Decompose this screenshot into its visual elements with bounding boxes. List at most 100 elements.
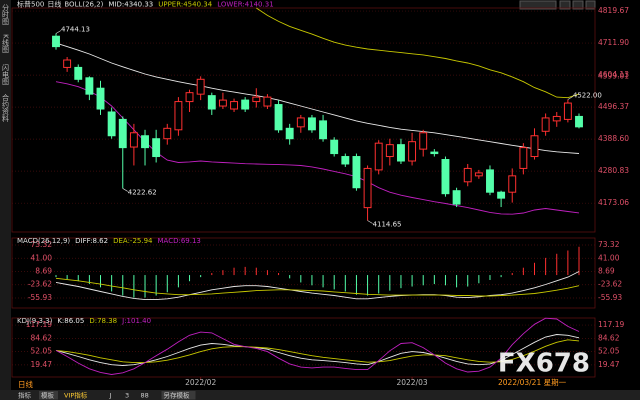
legend-entry: LOWER:4140.31 xyxy=(217,1,273,9)
y-tick-label-left: -55.93 xyxy=(28,293,52,302)
annotation: 4744.13 xyxy=(61,26,90,34)
series-line xyxy=(256,7,580,99)
sidebar-tab[interactable]: K线图 xyxy=(2,34,10,54)
candle-body xyxy=(486,169,494,193)
y-tick-label-left: 8.69 xyxy=(35,267,52,276)
candle-body xyxy=(508,175,517,193)
legend-entry: J:101.40 xyxy=(121,317,151,325)
y-tick-label-left: 73.32 xyxy=(31,240,53,249)
candle-body xyxy=(419,132,428,150)
candle-body xyxy=(207,95,216,110)
candle-body xyxy=(185,92,194,103)
toolbar xyxy=(0,390,640,400)
candle-body xyxy=(252,96,261,103)
series-line xyxy=(55,42,580,154)
icon-button[interactable] xyxy=(559,0,571,10)
panel-frame xyxy=(11,237,596,309)
right-marker: 4599.01 xyxy=(598,72,629,81)
toolbar-item[interactable]: 另存模板 xyxy=(164,391,191,400)
sidebar-tab[interactable]: 合约资料 xyxy=(2,93,10,123)
y-tick-label: 117.19 xyxy=(598,320,624,329)
sidebar-tab[interactable]: 闪电图 xyxy=(2,63,10,86)
y-tick-label: 73.32 xyxy=(598,240,620,249)
legend-entry: D:78.38 xyxy=(89,317,117,325)
y-tick-label-left: 117.19 xyxy=(26,320,52,329)
annotation-pointer xyxy=(122,188,128,192)
candle-body xyxy=(463,167,472,183)
icon-button[interactable] xyxy=(585,0,596,10)
series-line xyxy=(55,317,580,375)
annotation: 4522.00 xyxy=(573,92,602,100)
y-tick-label-left: 52.05 xyxy=(31,347,53,356)
candle-body xyxy=(52,35,60,48)
candle-body xyxy=(552,115,561,122)
candle-body xyxy=(241,99,250,110)
header-field: KDJ(9,3,3) xyxy=(17,317,53,325)
x-tick-label: 2022/03 xyxy=(396,378,427,387)
y-tick-label-left: -23.62 xyxy=(28,280,52,289)
header-field: 日线 xyxy=(47,0,61,9)
candle-body xyxy=(408,141,417,162)
y-tick-label: 52.05 xyxy=(598,347,620,356)
candle-body xyxy=(285,127,294,140)
view-button[interactable] xyxy=(519,0,557,10)
y-tick-label: 41.00 xyxy=(598,253,620,262)
candle-body xyxy=(174,101,183,131)
candle-body xyxy=(96,87,105,110)
legend-entry: MACD:69.13 xyxy=(158,237,201,245)
series-line xyxy=(55,271,580,301)
candle-body xyxy=(575,115,583,128)
toolbar-item[interactable]: 88 xyxy=(141,392,149,400)
icon-button[interactable] xyxy=(572,0,584,10)
candle-body xyxy=(218,99,227,107)
annotation-pointer xyxy=(55,30,62,34)
candle-body xyxy=(196,78,205,95)
candle-body xyxy=(107,111,116,137)
annotation: 4114.65 xyxy=(373,221,402,229)
sidebar xyxy=(0,0,11,390)
candle-body xyxy=(352,156,361,189)
candle-body xyxy=(274,104,283,131)
y-tick-label: 19.47 xyxy=(598,360,620,369)
candle-body xyxy=(118,118,127,149)
candle-body xyxy=(74,66,83,80)
candle-body xyxy=(530,135,539,158)
legend-entry: MID:4340.33 xyxy=(108,1,153,9)
candle-body xyxy=(430,151,439,155)
header-field: MACD(26,12,9) xyxy=(17,237,70,245)
series-line xyxy=(55,339,580,364)
y-tick-label: 4280.83 xyxy=(598,166,629,175)
y-tick-label: 4819.67 xyxy=(598,6,629,15)
candle-body xyxy=(307,117,316,131)
toolbar-highlight xyxy=(39,391,58,400)
candle-body xyxy=(230,101,238,110)
candle-body xyxy=(129,132,138,148)
sidebar-tab[interactable]: 分时图 xyxy=(2,3,10,26)
candle-body xyxy=(497,191,506,199)
toolbar-item[interactable]: J xyxy=(109,392,112,400)
y-tick-label: -23.62 xyxy=(598,280,622,289)
toolbar-highlight xyxy=(161,391,196,400)
candle-body xyxy=(296,117,305,128)
candle-body xyxy=(152,138,161,158)
cursor-date: 2022/03/21 星期一 xyxy=(498,378,567,387)
candle-body xyxy=(63,59,72,68)
panel-header: 标普500 日线 BOLL(26,2) MID:4340.33 UPPER:4540.3… xyxy=(17,0,274,9)
y-tick-label: 8.69 xyxy=(598,267,615,276)
candle-body xyxy=(319,120,328,140)
y-tick-label-left: 41.00 xyxy=(31,253,53,262)
toolbar-item[interactable]: 模板 xyxy=(41,391,55,400)
annotation-pointer xyxy=(367,220,373,224)
period-tab[interactable]: 日线 xyxy=(18,379,33,389)
panel-frame xyxy=(11,317,596,378)
header-field: BOLL(26,2) xyxy=(64,1,103,9)
toolbar-item[interactable]: VIP指标 xyxy=(64,391,88,400)
y-tick-label: 4496.37 xyxy=(598,102,629,111)
candle-body xyxy=(452,190,461,205)
watermark: FX678 xyxy=(498,349,590,379)
toolbar-item[interactable]: 3 xyxy=(125,392,129,400)
toolbar-item[interactable]: 指标 xyxy=(18,391,32,400)
y-tick-label: 4388.60 xyxy=(598,134,629,143)
